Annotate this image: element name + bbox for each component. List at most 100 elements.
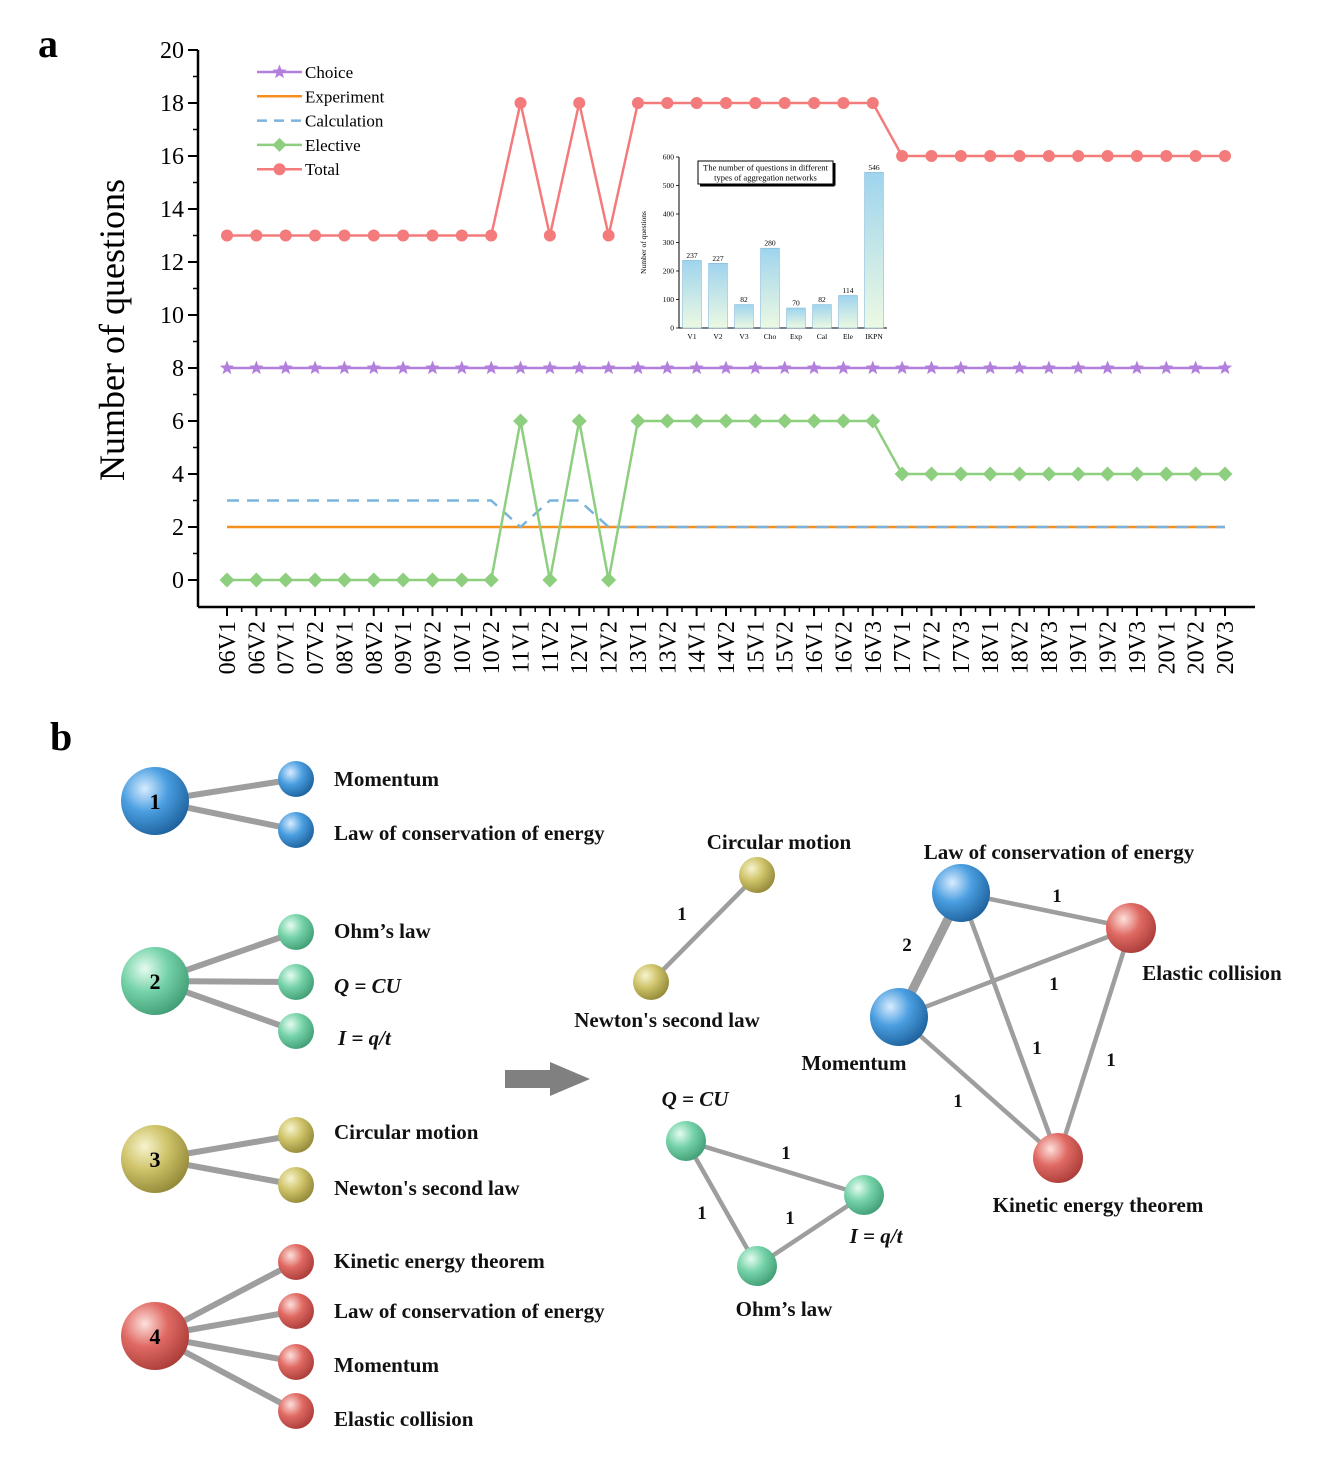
keypoint-label: Momentum <box>334 767 439 791</box>
data-point-choice <box>1188 360 1203 375</box>
x-tick-label: 20V1 <box>1154 621 1180 674</box>
edge-weight-label: 1 <box>781 1143 791 1164</box>
edge-weight-label: 2 <box>902 935 912 956</box>
x-tick-label: 18V2 <box>1008 621 1034 674</box>
x-tick-label: 12V1 <box>567 621 593 674</box>
data-point-elective <box>571 413 587 429</box>
data-point-total <box>602 229 615 242</box>
keypoint-label: I = q/t <box>337 1026 392 1050</box>
node-label: Circular motion <box>707 830 852 854</box>
data-point-choice <box>425 360 440 375</box>
keypoint-node <box>278 964 314 1000</box>
group-number: 4 <box>150 1324 161 1349</box>
inset-bar-value-label: 227 <box>712 254 724 263</box>
y-tick-label: 14 <box>160 197 184 223</box>
main-chart-axes <box>188 49 1255 616</box>
legend-marker <box>273 163 286 176</box>
data-point-total <box>573 97 586 109</box>
aggregation-arrow <box>505 1062 590 1096</box>
data-point-total <box>720 97 732 109</box>
data-point-total <box>984 150 997 162</box>
inset-x-tick-label: Cal <box>817 332 827 341</box>
keypoint-node <box>278 812 314 848</box>
data-point-elective <box>806 413 822 429</box>
edge-weight-label: 1 <box>1032 1038 1042 1059</box>
data-point-total <box>455 229 468 242</box>
inset-y-tick-label: 200 <box>663 267 675 276</box>
y-tick-label: 4 <box>172 462 184 488</box>
keypoint-node <box>278 761 314 797</box>
keypoint-label: Newton's second law <box>334 1176 520 1200</box>
data-point-total <box>397 229 410 242</box>
x-tick-label: 13V1 <box>626 621 652 674</box>
node-label: Q = CU <box>662 1087 731 1111</box>
x-tick-label: 06V2 <box>244 621 270 674</box>
data-point-total <box>1072 150 1085 162</box>
keypoint-label: Elastic collision <box>334 1407 474 1431</box>
x-tick-label: 18V3 <box>1037 621 1063 674</box>
keypoint-node <box>278 1117 314 1153</box>
node-law-of-conservation-of-energy <box>932 864 990 922</box>
inset-bar-cal <box>812 304 832 329</box>
x-tick-label: 11V1 <box>509 621 535 673</box>
group-hub-node-4 <box>121 1302 189 1370</box>
x-tick-label: 17V2 <box>919 621 945 674</box>
inset-bar-ele <box>838 295 858 329</box>
data-point-total <box>808 97 821 109</box>
data-point-choice <box>777 360 792 375</box>
y-tick-label: 16 <box>160 144 184 170</box>
data-point-total <box>837 97 850 109</box>
data-point-total <box>1101 150 1114 162</box>
edge-weight-label: 1 <box>1106 1050 1116 1071</box>
data-point-elective <box>424 572 440 588</box>
data-point-total <box>866 97 879 109</box>
data-point-choice <box>1041 360 1056 375</box>
node-q-cu <box>666 1121 706 1161</box>
data-point-choice <box>307 360 323 375</box>
data-point-elective <box>1129 466 1145 482</box>
data-point-choice <box>983 360 998 375</box>
node-ohms-law <box>737 1246 777 1286</box>
data-point-choice <box>337 360 352 375</box>
network-edge <box>648 872 760 985</box>
data-point-total <box>485 229 498 242</box>
legend-label: Calculation <box>305 112 384 131</box>
node-label: Momentum <box>802 1051 907 1075</box>
data-point-choice <box>396 360 411 375</box>
data-point-total <box>543 229 556 242</box>
data-point-total <box>690 97 703 109</box>
keypoint-label: Q = CU <box>334 974 403 998</box>
data-point-total <box>367 229 380 242</box>
data-point-choice <box>895 360 910 375</box>
network-edge <box>1055 925 1134 1161</box>
y-tick-label: 2 <box>172 515 184 541</box>
inset-x-tick-label: V1 <box>687 332 696 341</box>
keypoint-label: Ohm’s law <box>334 919 431 943</box>
data-point-choice <box>1129 360 1145 375</box>
y-tick-label: 12 <box>160 250 184 276</box>
data-point-choice <box>1217 360 1233 375</box>
network-edge <box>896 925 1134 1020</box>
data-point-elective <box>630 413 646 429</box>
data-point-elective <box>483 572 499 588</box>
inset-y-label: Number of questions <box>639 211 648 274</box>
data-point-elective <box>894 466 910 482</box>
legend-label: Elective <box>305 136 361 155</box>
data-point-elective <box>689 413 705 429</box>
keypoint-node <box>278 1167 314 1203</box>
inset-x-tick-label: V3 <box>739 332 748 341</box>
data-point-choice <box>542 360 557 375</box>
inset-y-tick-label: 300 <box>663 238 675 247</box>
keypoint-node <box>278 1293 314 1329</box>
data-point-choice <box>601 360 616 375</box>
keypoint-node <box>278 1393 314 1429</box>
inset-title-box <box>697 160 834 185</box>
inset-title-line: types of aggregation networks <box>714 173 817 183</box>
data-point-total <box>954 150 967 162</box>
data-point-elective <box>865 413 881 429</box>
inset-bar-v1 <box>682 260 702 329</box>
inset-y-tick-label: 0 <box>670 324 674 333</box>
x-tick-label: 12V2 <box>597 621 623 674</box>
edge-weight-label: 1 <box>677 904 687 925</box>
